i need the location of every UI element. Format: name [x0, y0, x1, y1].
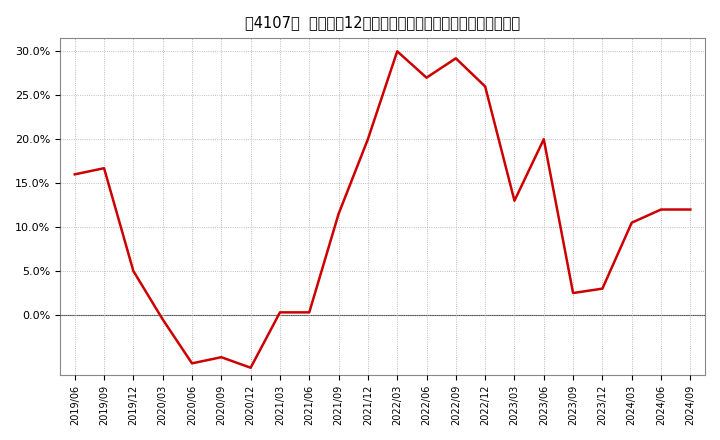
Title: ［4107］  売上高の12か月移動合計の対前年同期増減率の推移: ［4107］ 売上高の12か月移動合計の対前年同期増減率の推移	[245, 15, 520, 30]
